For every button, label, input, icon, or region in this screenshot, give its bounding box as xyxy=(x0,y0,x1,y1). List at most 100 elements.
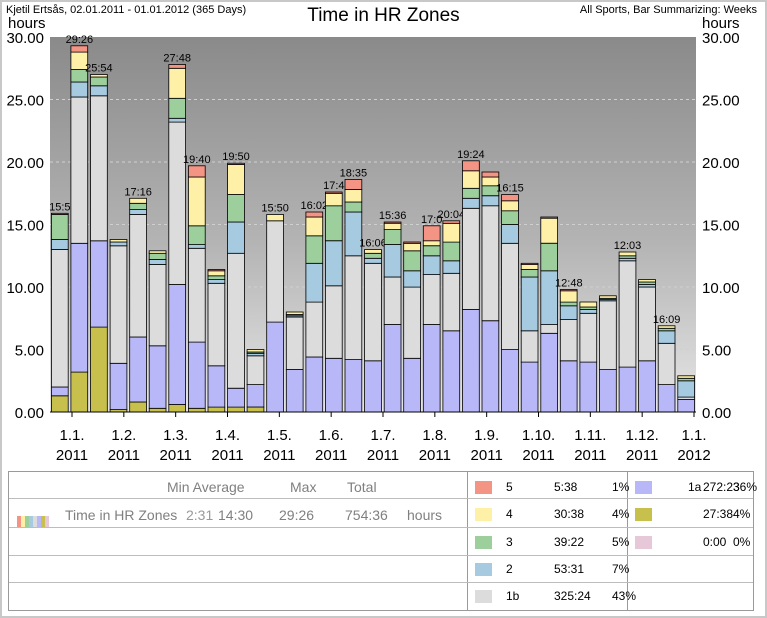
legend-zone-percent: 4% xyxy=(612,507,630,521)
bar-segment-2 xyxy=(70,81,89,98)
bar-segment-3 xyxy=(207,275,226,280)
bar-segment-1a xyxy=(618,366,637,413)
bar-segment-1a xyxy=(364,360,382,413)
x-tick-year: 2011 xyxy=(522,447,554,464)
bar-segment-1a xyxy=(90,240,108,328)
bar-segment-lt xyxy=(227,406,245,413)
bar-segment-3 xyxy=(344,201,363,213)
bar-segment-5 xyxy=(520,262,539,265)
max-value: 29:26 xyxy=(279,507,315,523)
bar-segment-1b xyxy=(520,330,539,363)
legend-zone-percent: 43% xyxy=(612,589,637,603)
min-average-value: 2:31 xyxy=(186,507,214,523)
bar-segment-1b xyxy=(70,96,89,244)
zone-strip-segment xyxy=(21,516,25,527)
bar-segment-1b xyxy=(364,262,382,362)
bar-total-label: 29:26 xyxy=(66,34,94,46)
bar-segment-4 xyxy=(168,67,187,99)
bar-segment-5 xyxy=(227,162,245,165)
x-tick-year: 2012 xyxy=(677,447,710,464)
y-tick-right: 20.00 xyxy=(702,155,740,172)
bar-segment-3 xyxy=(324,205,343,242)
legend-swatch xyxy=(475,563,492,576)
legend-swatch xyxy=(475,508,492,521)
total-value: 754:36 xyxy=(345,507,388,523)
chart-title: Time in HR Zones xyxy=(307,5,460,26)
bar-segment-2 xyxy=(51,239,69,250)
y-tick-right: 0.00 xyxy=(702,405,731,422)
bar-segment-3 xyxy=(501,210,519,225)
y-tick-left: 0.00 xyxy=(15,405,44,422)
bar-segment-4 xyxy=(109,239,128,243)
bar-segment-lt xyxy=(246,406,265,413)
legend-zone-name: 3 xyxy=(506,535,513,549)
legend-zone-time: 27:38 xyxy=(703,507,734,521)
bar-segment-1a xyxy=(501,349,519,413)
legend-zone-time: 272:23 xyxy=(703,480,740,494)
x-tick-month: 1.8. xyxy=(422,427,447,444)
y-tick-right: 30.00 xyxy=(702,30,740,47)
zone-strip-segment xyxy=(29,516,33,527)
legend-zone-name: 1b xyxy=(506,589,520,603)
zone-strip-segment xyxy=(25,516,29,527)
header-total: Total xyxy=(347,479,377,495)
zone-strip-segment xyxy=(17,516,21,527)
bar-segment-5 xyxy=(422,225,441,242)
legend-zone-time: 5:38 xyxy=(554,480,578,494)
bar-segment-5 xyxy=(442,220,461,224)
bar-segment-1b xyxy=(462,207,480,310)
bar-segment-5 xyxy=(187,165,206,178)
bar-segment-1a xyxy=(187,341,206,409)
bar-segment-1a xyxy=(324,357,343,413)
legend-swatch xyxy=(635,481,652,494)
bar-segment-4 xyxy=(403,242,421,252)
bar-segment-2 xyxy=(129,209,147,215)
bar-segment-1a xyxy=(246,384,265,408)
x-tick-month: 1.9. xyxy=(474,427,499,444)
x-tick-year: 2011 xyxy=(471,447,503,464)
legend-zone-time: 39:22 xyxy=(554,535,585,549)
bar-segment-4 xyxy=(324,192,343,207)
bar-segment-4 xyxy=(305,216,324,237)
x-tick-year: 2011 xyxy=(315,447,347,464)
bar-segment-2 xyxy=(422,255,441,276)
bar-segment-1a xyxy=(657,384,676,413)
bar-segment-4 xyxy=(657,325,676,329)
x-tick-year: 2011 xyxy=(367,447,399,464)
legend-zone-time: 0:00 xyxy=(703,535,727,549)
bar-segment-5 xyxy=(481,171,500,178)
bar-segment-4 xyxy=(227,164,245,195)
bar-segment-1b xyxy=(657,342,676,385)
legend-swatch xyxy=(475,536,492,549)
bar-segment-1a xyxy=(70,242,89,373)
bar-segment-4 xyxy=(422,240,441,247)
bar-total-label: 12:03 xyxy=(614,240,642,252)
x-tick-month: 1.11. xyxy=(574,427,606,444)
bar-segment-3 xyxy=(129,202,147,211)
bar-segment-2 xyxy=(90,85,108,97)
bar-segment-2 xyxy=(520,276,539,332)
y-axis-label-left: hours xyxy=(8,15,46,32)
bar-total-label: 15:50 xyxy=(261,203,289,215)
bar-segment-1a xyxy=(677,399,695,413)
bar-segment-1b xyxy=(559,319,578,362)
bar-total-label: 16:09 xyxy=(653,314,681,326)
bar-segment-3 xyxy=(51,214,69,240)
legend-zone-percent: 0% xyxy=(733,535,751,549)
bar-segment-3 xyxy=(364,252,382,259)
bar-segment-1a xyxy=(109,362,128,410)
bar-segment-3 xyxy=(422,245,441,257)
bar-segment-4 xyxy=(129,197,147,204)
x-tick-month: 1.5. xyxy=(267,427,292,444)
bar-segment-4 xyxy=(187,176,206,227)
bar-segment-3 xyxy=(227,194,245,223)
bar-segment-1b xyxy=(579,312,598,363)
bar-segment-lt xyxy=(168,404,187,413)
y-tick-right: 5.00 xyxy=(702,343,731,360)
bar-segment-5 xyxy=(168,64,187,69)
bar-segment-1b xyxy=(227,252,245,389)
bar-total-label: 19:50 xyxy=(222,151,250,163)
bar-segment-5 xyxy=(540,216,558,219)
bar-total-label: 17:4 xyxy=(323,180,344,192)
bar-segment-1a xyxy=(462,309,480,413)
